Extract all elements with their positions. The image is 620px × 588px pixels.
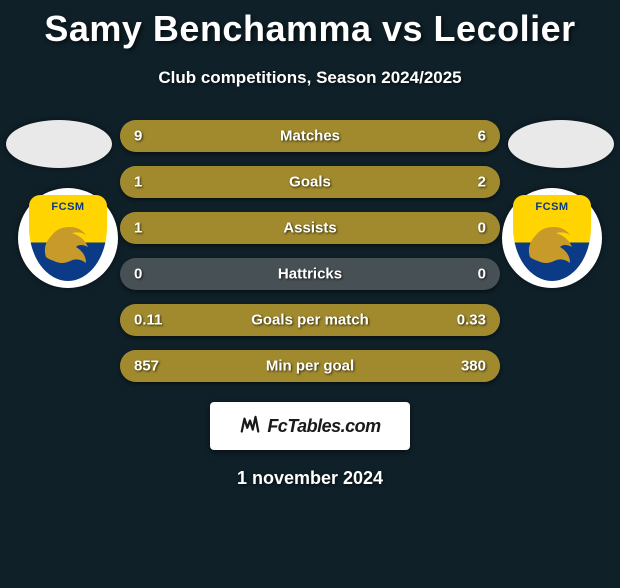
club-shield-icon bbox=[513, 195, 591, 281]
stat-value-right: 0.33 bbox=[457, 312, 486, 329]
comparison-stage: 9 6 Matches 1 2 Goals 1 0 Assists 0 0 Hattricks 0.11… bbox=[0, 120, 620, 382]
stat-value-left: 0.11 bbox=[134, 312, 162, 329]
player-photo-right-placeholder bbox=[508, 120, 614, 168]
stat-value-right: 2 bbox=[478, 174, 486, 191]
stat-value-left: 1 bbox=[134, 174, 142, 191]
stat-value-left: 1 bbox=[134, 220, 142, 237]
stat-bars-container: 9 6 Matches 1 2 Goals 1 0 Assists 0 0 Hattricks 0.11… bbox=[120, 120, 500, 382]
branding-text: FcTables.com bbox=[267, 416, 380, 437]
logo-icon bbox=[239, 415, 261, 437]
stat-fill-right bbox=[247, 166, 500, 198]
date-text: 1 november 2024 bbox=[0, 468, 620, 489]
page-title: Samy Benchamma vs Lecolier bbox=[0, 8, 620, 50]
branding-badge: FcTables.com bbox=[210, 402, 410, 450]
stat-bar: 857 380 Min per goal bbox=[120, 350, 500, 382]
stat-bar: 0 0 Hattricks bbox=[120, 258, 500, 290]
stat-value-right: 6 bbox=[478, 128, 486, 145]
club-badge-right bbox=[502, 188, 602, 288]
stat-label: Hattricks bbox=[278, 266, 342, 283]
stat-label: Goals per match bbox=[251, 312, 369, 329]
stat-label: Matches bbox=[280, 128, 340, 145]
stat-bar: 9 6 Matches bbox=[120, 120, 500, 152]
stat-value-right: 0 bbox=[478, 266, 486, 283]
stat-value-left: 857 bbox=[134, 358, 159, 375]
club-shield-icon bbox=[29, 195, 107, 281]
stat-label: Goals bbox=[289, 174, 331, 191]
stat-label: Min per goal bbox=[266, 358, 354, 375]
stat-bar: 1 2 Goals bbox=[120, 166, 500, 198]
stat-bar: 1 0 Assists bbox=[120, 212, 500, 244]
stat-bar: 0.11 0.33 Goals per match bbox=[120, 304, 500, 336]
lion-icon bbox=[524, 217, 580, 267]
stat-value-left: 0 bbox=[134, 266, 142, 283]
stat-value-right: 0 bbox=[478, 220, 486, 237]
lion-icon bbox=[40, 217, 96, 267]
subtitle: Club competitions, Season 2024/2025 bbox=[0, 68, 620, 88]
stat-label: Assists bbox=[283, 220, 336, 237]
stat-value-right: 380 bbox=[461, 358, 486, 375]
club-badge-left bbox=[18, 188, 118, 288]
stat-value-left: 9 bbox=[134, 128, 142, 145]
player-photo-left-placeholder bbox=[6, 120, 112, 168]
